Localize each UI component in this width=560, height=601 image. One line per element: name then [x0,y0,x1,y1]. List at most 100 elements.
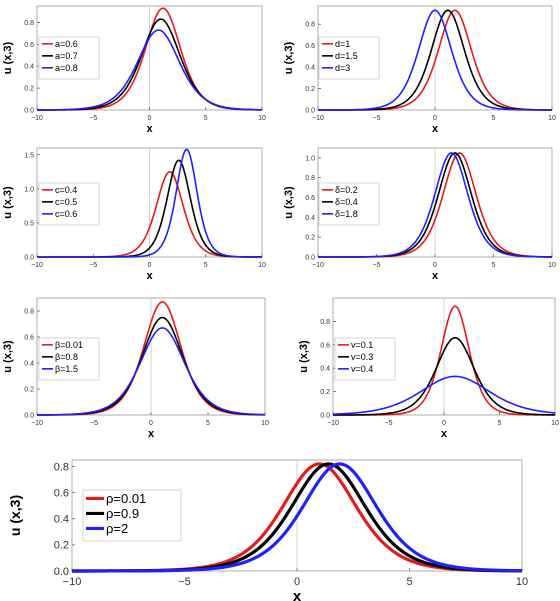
x-tick-label: −5 [90,420,98,427]
legend-label: ρ=0.9 [106,506,139,521]
legend-label: ρ=0.01 [106,491,146,506]
x-tick-label: −10 [312,115,324,122]
legend-label: v=0.1 [351,340,373,350]
x-tick-label: 0 [294,576,300,588]
legend-label: β=1.5 [55,364,78,374]
y-tick-label: 0.0 [305,107,315,114]
legend-label: a=0.6 [55,39,78,49]
y-tick-label: 0.6 [305,195,315,202]
y-tick-label: 1.0 [24,186,34,193]
series-line-2 [72,462,523,573]
y-axis-label: u (x,3) [2,340,14,373]
x-tick-label: 0 [148,262,152,269]
y-tick-label: 0.4 [24,360,34,367]
x-tick-label: 0 [148,115,152,122]
panel-c: −10 −5 0 5 10 0.0 0.5 1.0 1.5 x u (x,3) c=0.4 c=0.5 c… [2,147,266,282]
y-tick-label: 0.4 [54,514,69,526]
x-tick-label: −10 [312,262,324,269]
panel-d: −10 −5 0 5 10 0.0 0.2 0.4 0.6 0.8 x u (x,3) d=1 d=1.5… [283,5,556,135]
y-axis-label: u (x,3) [7,495,23,536]
x-tick-label: −10 [31,115,43,122]
x-tick-label: −5 [178,576,191,588]
x-tick-label: 5 [406,576,412,588]
y-tick-label: 0.0 [54,566,69,578]
x-tick-label: 5 [492,262,496,269]
legend-label: δ=0.4 [335,197,358,207]
y-tick-label: 0.4 [305,65,315,72]
y-tick-label: 1.0 [305,155,315,162]
legend-label: δ=1.8 [335,209,358,219]
y-tick-label: 0.2 [305,235,315,242]
x-axis-label: x [293,588,302,601]
legend-label: v=0.4 [351,364,373,374]
legend-label: d=3 [335,63,350,73]
panel-a: −10 −5 0 5 10 0.0 0.2 0.4 0.6 0.8 x u (x,3) a=0.6 a=0… [2,5,266,135]
x-axis-label: x [432,270,439,282]
y-tick-label: 0.0 [320,412,330,419]
x-tick-label: −5 [385,420,393,427]
panel-beta: −10 −5 0 5 10 0.0 0.2 0.4 0.6 0.8 x u (x,3) β=0.01 β=… [2,297,269,440]
legend-label: a=0.8 [55,63,78,73]
y-tick-label: 0.0 [24,254,34,261]
x-axis-label: x [432,123,439,135]
panel-v: −10 −5 0 5 10 0.0 0.2 0.4 0.6 0.8 x u (x,3) v=0.1 v=0… [298,297,559,440]
x-axis-label: x [146,123,153,135]
x-tick-label: 0 [433,115,437,122]
y-tick-label: 0.0 [24,412,34,419]
x-tick-label: 5 [498,420,502,427]
x-tick-label: 10 [548,115,556,122]
y-tick-label: 0.8 [54,461,69,473]
y-tick-label: 0.8 [305,175,315,182]
y-tick-label: 0.2 [320,389,330,396]
y-tick-label: 0.4 [320,366,330,373]
y-tick-label: 0.5 [24,220,34,227]
y-tick-label: 0.2 [54,540,69,552]
legend-label: β=0.8 [55,352,78,362]
series-line-2 [37,29,263,111]
x-tick-label: 10 [258,115,266,122]
series-line-2 [332,375,556,415]
x-tick-label: 5 [204,115,208,122]
x-axis-label: x [441,428,448,440]
legend-label: β=0.01 [55,340,83,350]
x-tick-label: 0 [149,420,153,427]
x-tick-label: 5 [204,262,208,269]
y-axis-label: u (x,3) [283,186,295,219]
x-tick-label: −10 [63,576,82,588]
y-tick-label: 0.6 [24,334,34,341]
x-tick-label: 10 [258,262,266,269]
legend-label: d=1.5 [335,51,358,61]
x-tick-label: 5 [206,420,210,427]
y-axis-label: u (x,3) [298,340,310,373]
panel-delta: −10 −5 0 5 10 0.0 0.2 0.4 0.6 0.8 1.0 x u (x,3) δ=0.2… [283,147,556,282]
series-line-2 [36,327,266,416]
series-line-2 [318,152,552,258]
y-axis-label: u (x,3) [2,186,14,219]
x-axis-label: x [146,270,153,282]
x-tick-label: −10 [31,262,43,269]
y-tick-label: 0.2 [24,386,34,393]
series-line-1 [333,336,556,416]
legend-label: a=0.7 [55,51,78,61]
x-tick-label: −5 [89,115,97,122]
y-tick-label: 0.2 [24,86,34,93]
legend-label: d=1 [335,39,350,49]
legend-label: c=0.4 [55,185,77,195]
y-tick-label: 0.0 [24,107,34,114]
y-tick-label: 0.8 [320,319,330,326]
y-tick-label: 0.6 [24,42,34,49]
y-tick-label: 0.4 [305,215,315,222]
legend-label: c=0.5 [55,197,77,207]
y-tick-label: 0.2 [305,86,315,93]
y-tick-label: 0.6 [320,342,330,349]
y-tick-label: 1.5 [24,152,34,159]
x-tick-label: −5 [373,262,381,269]
y-tick-label: 0.4 [24,64,34,71]
legend-label: δ=0.2 [335,185,358,195]
x-tick-label: 10 [516,576,528,588]
y-tick-label: 0.0 [305,254,315,261]
x-tick-label: −5 [373,115,381,122]
y-tick-label: 0.8 [305,22,315,29]
x-tick-label: 5 [492,115,496,122]
